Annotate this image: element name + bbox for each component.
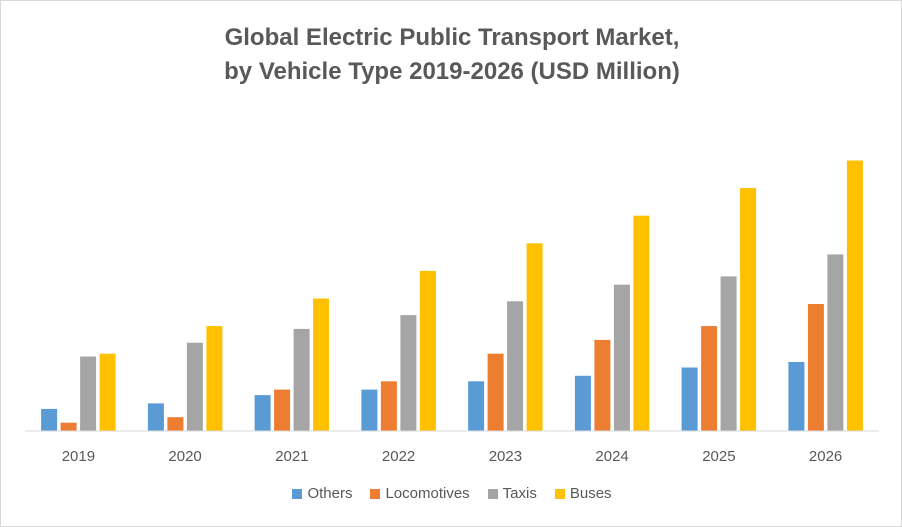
bar-buses-2023	[526, 243, 543, 431]
bar-taxis-2023	[507, 301, 524, 431]
chart-legend: Others Locomotives Taxis Buses	[1, 485, 902, 502]
bar-taxis-2022	[400, 315, 417, 431]
x-tick-label-2026: 2026	[809, 448, 842, 465]
bar-others-2020	[147, 403, 164, 431]
legend-label-taxis: Taxis	[502, 485, 537, 502]
x-tick-label-2025: 2025	[702, 448, 735, 465]
bar-locomotives-2019	[60, 422, 77, 431]
bar-others-2025	[681, 367, 698, 431]
bar-buses-2020	[206, 326, 223, 431]
bar-others-2023	[468, 381, 485, 431]
bar-locomotives-2022	[380, 381, 397, 431]
legend-item-taxis: Taxis	[487, 485, 537, 502]
legend-item-locomotives: Locomotives	[370, 485, 470, 502]
bar-buses-2019	[99, 353, 116, 431]
legend-item-buses: Buses	[554, 485, 612, 502]
bar-locomotives-2023	[487, 353, 504, 431]
x-tick-label-2024: 2024	[595, 448, 628, 465]
legend-swatch-locomotives	[370, 488, 381, 499]
bar-others-2022	[361, 389, 378, 431]
bar-taxis-2020	[186, 342, 203, 431]
bar-taxis-2021	[293, 328, 310, 431]
legend-label-buses: Buses	[569, 485, 612, 502]
chart-title-line2: by Vehicle Type 2019-2026 (USD Million)	[224, 58, 680, 85]
bar-taxis-2024	[613, 284, 630, 431]
bar-locomotives-2026	[807, 304, 824, 431]
chart-title-line1: Global Electric Public Transport Market,	[224, 24, 680, 51]
legend-label-locomotives: Locomotives	[385, 485, 470, 502]
bar-others-2021	[254, 395, 271, 431]
bar-others-2019	[41, 408, 58, 431]
bar-locomotives-2020	[167, 417, 184, 431]
bar-buses-2025	[740, 188, 757, 431]
legend-swatch-others	[292, 488, 303, 499]
bar-buses-2026	[846, 160, 863, 431]
bar-taxis-2025	[720, 276, 737, 431]
bar-locomotives-2025	[701, 326, 718, 431]
bar-others-2026	[788, 362, 805, 431]
legend-item-others: Others	[292, 485, 352, 502]
bar-taxis-2026	[827, 254, 844, 431]
bar-taxis-2019	[80, 356, 97, 431]
legend-swatch-buses	[554, 488, 565, 499]
bar-locomotives-2024	[594, 339, 611, 431]
bar-buses-2021	[313, 298, 330, 431]
x-tick-label-2021: 2021	[275, 448, 308, 465]
legend-label-others: Others	[307, 485, 353, 502]
bar-locomotives-2021	[274, 389, 291, 431]
x-tick-label-2020: 2020	[168, 448, 201, 465]
x-tick-label-2019: 2019	[62, 448, 95, 465]
x-tick-label-2022: 2022	[382, 448, 415, 465]
legend-swatch-taxis	[487, 488, 498, 499]
bar-others-2024	[574, 375, 591, 431]
chart-title: Global Electric Public Transport Market,…	[1, 21, 902, 89]
bar-buses-2024	[633, 215, 650, 431]
bar-buses-2022	[419, 270, 436, 431]
x-tick-label-2023: 2023	[489, 448, 522, 465]
